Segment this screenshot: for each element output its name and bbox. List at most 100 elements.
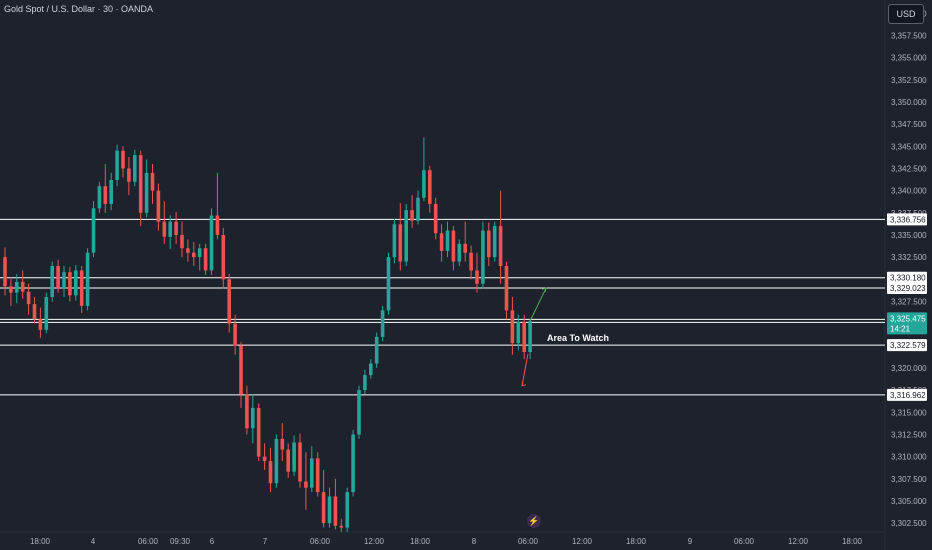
candle-body[interactable]	[168, 221, 172, 237]
candle-body[interactable]	[215, 215, 220, 235]
candle-body[interactable]	[357, 390, 361, 435]
candle-body[interactable]	[221, 234, 226, 280]
candle-body[interactable]	[144, 172, 149, 213]
candle-body[interactable]	[15, 281, 19, 293]
candle-body[interactable]	[256, 407, 261, 457]
candle-body[interactable]	[492, 226, 497, 258]
candle-body[interactable]	[133, 155, 137, 182]
candle-body[interactable]	[79, 270, 84, 306]
candle-body[interactable]	[227, 279, 231, 324]
candle-body[interactable]	[398, 224, 403, 262]
candle-body[interactable]	[44, 297, 49, 330]
candle-body[interactable]	[3, 257, 7, 287]
candle-body[interactable]	[304, 481, 308, 488]
candle-body[interactable]	[416, 197, 420, 221]
candle-body[interactable]	[280, 438, 285, 450]
candle-body[interactable]	[91, 208, 96, 253]
candle-body[interactable]	[333, 496, 338, 526]
candle-body[interactable]	[174, 221, 178, 235]
candle-body[interactable]	[233, 323, 237, 346]
candle-body[interactable]	[286, 449, 290, 472]
candle-body[interactable]	[351, 434, 355, 493]
candle-body[interactable]	[97, 186, 102, 209]
candle-body[interactable]	[369, 363, 373, 376]
candle-body[interactable]	[56, 266, 60, 289]
candle-body[interactable]	[209, 215, 214, 271]
candle-body[interactable]	[504, 266, 509, 311]
currency-button[interactable]: USD	[888, 4, 924, 24]
candle-body[interactable]	[239, 345, 243, 395]
candle-body[interactable]	[463, 243, 467, 253]
candle-body[interactable]	[121, 150, 125, 169]
candle-body[interactable]	[138, 155, 143, 213]
candle-body[interactable]	[186, 248, 190, 253]
candle-body[interactable]	[197, 248, 202, 258]
level-price-tag[interactable]: 3,329.023	[887, 281, 927, 294]
candle-body[interactable]	[481, 230, 485, 284]
candle-body[interactable]	[374, 336, 379, 364]
candle-body[interactable]	[127, 168, 131, 182]
candle-body[interactable]	[439, 233, 444, 251]
candle-body[interactable]	[469, 252, 473, 271]
candle-body[interactable]	[32, 304, 37, 320]
candle-body[interactable]	[522, 321, 526, 353]
candle-body[interactable]	[475, 270, 479, 284]
candle-body[interactable]	[386, 257, 391, 311]
candle-body[interactable]	[192, 252, 196, 258]
level-price-tag[interactable]: 3,316.962	[887, 388, 927, 401]
candle-body[interactable]	[103, 186, 108, 204]
candle-body[interactable]	[298, 442, 302, 482]
candle-body[interactable]	[68, 272, 72, 296]
candle-body[interactable]	[498, 226, 503, 266]
candle-body[interactable]	[321, 492, 326, 524]
candle-body[interactable]	[510, 310, 515, 344]
candle-body[interactable]	[62, 272, 66, 289]
candle-body[interactable]	[457, 243, 462, 262]
candle-body[interactable]	[115, 150, 119, 180]
candle-body[interactable]	[50, 266, 54, 298]
candle-body[interactable]	[150, 172, 155, 191]
plot-area[interactable]	[0, 0, 885, 532]
candle-body[interactable]	[292, 442, 296, 472]
candle-body[interactable]	[339, 525, 344, 528]
candle-body[interactable]	[20, 281, 25, 292]
candle-body[interactable]	[262, 456, 267, 462]
candle-body[interactable]	[315, 458, 320, 493]
candle-body[interactable]	[363, 375, 367, 391]
candle-body[interactable]	[445, 230, 450, 251]
candle-body[interactable]	[345, 492, 349, 528]
candle-body[interactable]	[392, 224, 397, 258]
candle-body[interactable]	[404, 210, 408, 262]
candle-body[interactable]	[26, 291, 31, 305]
flash-icon[interactable]: ⚡	[527, 514, 541, 528]
candle-body[interactable]	[410, 210, 414, 221]
candle-body[interactable]	[274, 438, 279, 484]
level-price-tag[interactable]: 3,330.180	[887, 271, 927, 284]
candle-body[interactable]	[310, 458, 314, 488]
candle-body[interactable]	[162, 221, 167, 237]
candle-body[interactable]	[74, 270, 78, 296]
candle-body[interactable]	[380, 310, 385, 337]
candle-body[interactable]	[245, 394, 249, 429]
candle-body[interactable]	[251, 407, 255, 429]
candle-body[interactable]	[156, 190, 161, 222]
candle-body[interactable]	[422, 170, 426, 198]
candle-body[interactable]	[327, 496, 332, 524]
candle-body[interactable]	[487, 230, 491, 258]
candle-body[interactable]	[203, 248, 208, 271]
candle-body[interactable]	[38, 319, 43, 330]
candle-body[interactable]	[109, 179, 113, 204]
candle-body[interactable]	[451, 230, 456, 262]
candle-body[interactable]	[9, 286, 13, 293]
level-price-tag[interactable]: 3,322.579	[887, 339, 927, 352]
candle-body[interactable]	[433, 203, 438, 234]
candle-body[interactable]	[428, 170, 432, 204]
candle-body[interactable]	[268, 461, 273, 484]
candle-body[interactable]	[180, 234, 184, 249]
candle-body[interactable]	[528, 320, 532, 353]
candle-body[interactable]	[85, 252, 90, 306]
level-price-tag[interactable]: 3,336.756	[887, 213, 927, 226]
candle-body[interactable]	[516, 321, 521, 344]
